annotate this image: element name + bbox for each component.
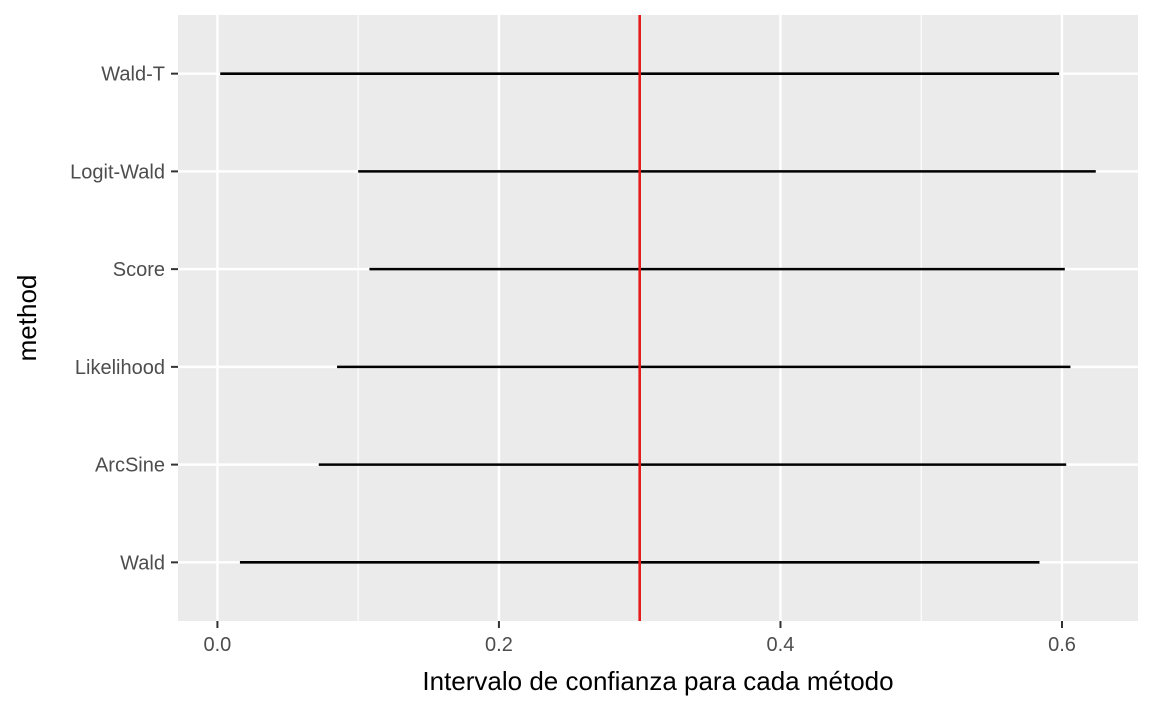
x-axis: 0.0 0.2 0.4 0.6 (204, 621, 1076, 656)
plot-panel (178, 15, 1138, 621)
x-tick-label: 0.4 (767, 634, 795, 656)
y-tick-label: Likelihood (75, 357, 165, 379)
y-axis-title: method (12, 275, 42, 362)
x-tick-label: 0.0 (204, 634, 232, 656)
y-axis: Wald ArcSine Likelihood Score Logit-Wald Wald… (70, 64, 178, 574)
x-tick-label: 0.2 (485, 634, 513, 656)
x-tick-label: 0.6 (1048, 634, 1076, 656)
y-tick-label: Score (113, 259, 165, 281)
x-axis-title: Intervalo de confianza para cada método (422, 666, 893, 696)
y-tick-label: Logit-Wald (70, 161, 165, 183)
y-tick-label: Wald (120, 552, 165, 574)
y-tick-label: Wald-T (101, 64, 165, 86)
y-tick-label: ArcSine (95, 455, 165, 477)
